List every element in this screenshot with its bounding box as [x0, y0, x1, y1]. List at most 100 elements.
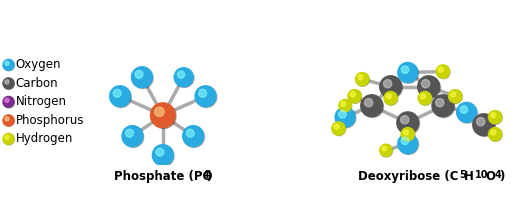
Circle shape: [380, 144, 392, 156]
Circle shape: [491, 113, 496, 118]
Circle shape: [110, 86, 131, 107]
Circle shape: [334, 124, 339, 129]
Circle shape: [132, 68, 153, 88]
Circle shape: [401, 137, 409, 145]
Circle shape: [125, 129, 133, 137]
Circle shape: [473, 114, 495, 136]
Circle shape: [489, 111, 502, 124]
Circle shape: [339, 110, 346, 118]
Circle shape: [5, 98, 9, 103]
Circle shape: [438, 67, 444, 72]
Circle shape: [401, 66, 409, 73]
Circle shape: [155, 107, 164, 116]
Circle shape: [380, 145, 393, 157]
Circle shape: [348, 90, 361, 103]
Circle shape: [336, 108, 356, 128]
Circle shape: [403, 130, 408, 135]
Text: 5: 5: [459, 170, 466, 180]
Circle shape: [385, 92, 398, 105]
Circle shape: [436, 99, 444, 107]
Text: ): ): [499, 170, 505, 183]
Circle shape: [5, 80, 9, 84]
Circle shape: [489, 128, 502, 141]
Circle shape: [384, 92, 397, 105]
Text: 4: 4: [494, 170, 501, 180]
Text: H: H: [464, 170, 474, 183]
Circle shape: [195, 86, 216, 107]
Circle shape: [350, 92, 355, 97]
Text: Hydrogen: Hydrogen: [16, 132, 73, 145]
Circle shape: [401, 128, 414, 141]
Text: Oxygen: Oxygen: [16, 58, 61, 72]
Circle shape: [340, 100, 352, 112]
Circle shape: [4, 97, 15, 108]
Text: 4: 4: [202, 170, 209, 180]
Circle shape: [3, 134, 14, 145]
Circle shape: [5, 135, 9, 139]
Circle shape: [398, 63, 418, 83]
Circle shape: [362, 96, 383, 117]
Circle shape: [4, 60, 15, 71]
Circle shape: [5, 61, 9, 65]
Circle shape: [4, 134, 15, 145]
Circle shape: [488, 110, 502, 124]
Circle shape: [175, 68, 194, 88]
Circle shape: [419, 92, 432, 105]
Circle shape: [196, 87, 217, 108]
Circle shape: [383, 80, 392, 88]
Circle shape: [156, 148, 164, 156]
Circle shape: [4, 78, 15, 89]
Circle shape: [135, 70, 143, 78]
Circle shape: [358, 75, 363, 80]
Circle shape: [123, 126, 144, 147]
Circle shape: [380, 76, 402, 98]
Circle shape: [386, 94, 391, 99]
Text: ): ): [206, 170, 212, 183]
Circle shape: [153, 145, 174, 166]
Circle shape: [3, 59, 14, 70]
Circle shape: [460, 106, 468, 113]
Text: Phosphate (PO: Phosphate (PO: [113, 170, 212, 183]
Circle shape: [3, 96, 14, 107]
Circle shape: [335, 107, 355, 127]
Circle shape: [364, 99, 373, 107]
Circle shape: [356, 73, 370, 86]
Text: 10: 10: [475, 170, 489, 180]
Circle shape: [448, 90, 462, 103]
Circle shape: [398, 62, 418, 82]
Circle shape: [3, 78, 14, 89]
Circle shape: [436, 65, 449, 78]
Circle shape: [457, 103, 477, 123]
Circle shape: [477, 117, 485, 126]
Circle shape: [198, 89, 206, 97]
Circle shape: [457, 102, 477, 122]
Circle shape: [437, 65, 450, 79]
Circle shape: [332, 122, 345, 136]
Circle shape: [418, 77, 440, 99]
Circle shape: [174, 68, 193, 87]
Circle shape: [151, 103, 175, 128]
Circle shape: [474, 115, 496, 136]
Circle shape: [421, 94, 426, 99]
Circle shape: [398, 113, 419, 135]
Circle shape: [397, 112, 419, 134]
Circle shape: [449, 90, 463, 103]
Text: Deoxyribose (C: Deoxyribose (C: [358, 170, 458, 183]
Text: O: O: [486, 170, 496, 183]
Circle shape: [398, 134, 418, 154]
Circle shape: [418, 76, 439, 98]
Circle shape: [152, 145, 173, 165]
Circle shape: [4, 115, 15, 126]
Circle shape: [339, 100, 351, 112]
Circle shape: [361, 95, 383, 117]
Circle shape: [122, 126, 143, 147]
Circle shape: [184, 126, 204, 147]
Circle shape: [177, 71, 185, 78]
Circle shape: [401, 116, 409, 124]
Circle shape: [398, 135, 418, 154]
Circle shape: [186, 129, 194, 137]
Circle shape: [131, 67, 152, 88]
Circle shape: [113, 89, 121, 97]
Circle shape: [382, 146, 386, 151]
Circle shape: [491, 130, 496, 135]
